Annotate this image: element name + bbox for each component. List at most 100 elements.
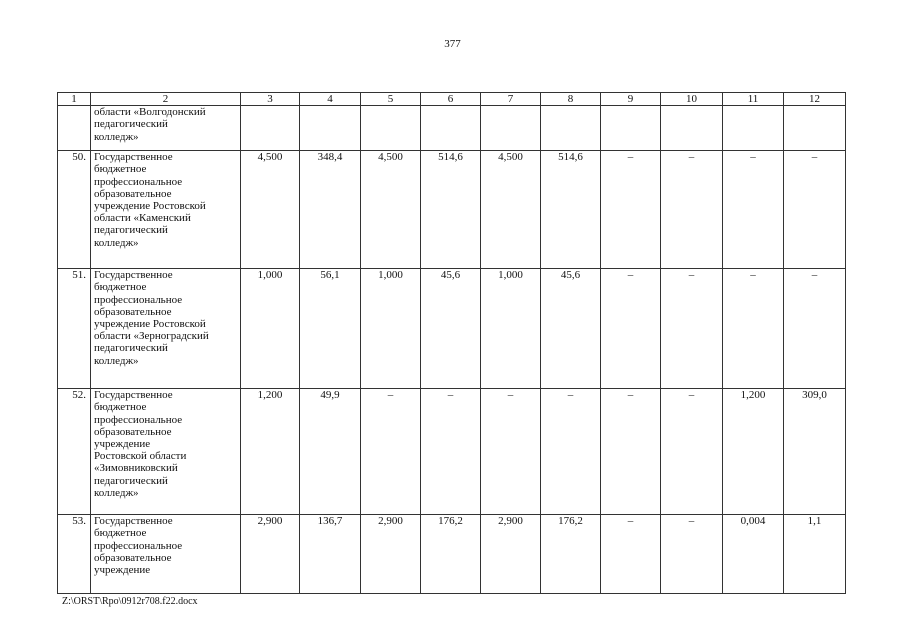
value-cell: 1,1 — [783, 514, 846, 595]
name-line: профессиональное — [94, 175, 183, 188]
value-cell: 514,6 — [540, 150, 601, 270]
value-cell: – — [783, 150, 846, 270]
name-line: колледж» — [94, 236, 139, 249]
name-line: бюджетное — [94, 281, 147, 294]
name-line: «Зимовниковский — [94, 462, 178, 475]
value-cell — [600, 105, 661, 152]
value-cell: 4,500 — [480, 150, 541, 270]
name-line: колледж» — [94, 354, 139, 367]
page-number: 377 — [444, 38, 461, 50]
name-line: колледж» — [94, 486, 139, 499]
value-cell: 1,000 — [240, 268, 300, 390]
column-header: 10 — [660, 91, 723, 107]
value-cell — [540, 105, 601, 152]
column-header: 1 — [57, 91, 91, 107]
column-header: 11 — [722, 91, 784, 107]
value-cell: – — [600, 514, 661, 595]
value-cell: 1,200 — [722, 388, 784, 516]
column-header: 5 — [360, 91, 421, 107]
value-cell: – — [660, 388, 723, 516]
column-header: 8 — [540, 91, 601, 107]
value-cell: – — [722, 150, 784, 270]
value-cell: 56,1 — [299, 268, 361, 390]
name-line: области «Волгодонский — [94, 106, 206, 119]
name-line: образовательное — [94, 551, 172, 564]
value-cell: 176,2 — [420, 514, 481, 595]
file-path-footer: Z:\ORST\Rpo\0912r708.f22.docx — [62, 596, 198, 607]
institution-name: Государственное бюджетное профессиональное… — [90, 388, 241, 516]
value-cell: – — [660, 268, 723, 390]
value-cell — [360, 105, 421, 152]
value-cell — [299, 105, 361, 152]
value-cell: 4,500 — [240, 150, 300, 270]
column-header: 4 — [299, 91, 361, 107]
row-number: 52. — [57, 388, 91, 516]
name-line: бюджетное — [94, 163, 147, 176]
name-line: учреждение Ростовской — [94, 200, 206, 213]
column-header: 7 — [480, 91, 541, 107]
value-cell — [420, 105, 481, 152]
row-number: 50. — [57, 150, 91, 270]
column-header: 6 — [420, 91, 481, 107]
name-line: образовательное — [94, 425, 172, 438]
value-cell: 1,000 — [360, 268, 421, 390]
budget-table: 1 2 3 4 5 6 7 8 9 10 11 12 области «Волгодонский педа… — [57, 91, 846, 595]
value-cell: – — [600, 150, 661, 270]
name-line: педагогический — [94, 474, 168, 487]
value-cell: 514,6 — [420, 150, 481, 270]
table-row: 52. Государственное бюджетное профессиональ… — [57, 388, 846, 516]
value-cell: – — [722, 268, 784, 390]
value-cell: – — [660, 514, 723, 595]
name-line: колледж» — [94, 130, 139, 143]
name-line: учреждение — [94, 438, 151, 451]
name-line: педагогический — [94, 118, 168, 131]
value-cell: – — [600, 268, 661, 390]
name-line: бюджетное — [94, 401, 147, 414]
column-header: 12 — [783, 91, 846, 107]
institution-name: Государственное бюджетное профессиональное… — [90, 268, 241, 390]
name-line: учреждение Ростовской — [94, 318, 206, 331]
value-cell — [480, 105, 541, 152]
name-line: учреждение — [94, 564, 151, 577]
value-cell: – — [783, 268, 846, 390]
table-row: 53. Государственное бюджетное профессиональ… — [57, 514, 846, 595]
value-cell: 1,000 — [480, 268, 541, 390]
name-line: Государственное — [94, 389, 173, 402]
value-cell — [660, 105, 723, 152]
name-line: профессиональное — [94, 539, 183, 552]
name-line: образовательное — [94, 305, 172, 318]
row-number — [57, 105, 91, 152]
value-cell — [783, 105, 846, 152]
name-line: образовательное — [94, 187, 172, 200]
name-line: Государственное — [94, 515, 173, 528]
value-cell: – — [540, 388, 601, 516]
value-cell: 4,500 — [360, 150, 421, 270]
table-row: 51. Государственное бюджетное профессиональ… — [57, 268, 846, 390]
name-line: области «Каменский — [94, 212, 191, 225]
name-line: Государственное — [94, 269, 173, 282]
name-line: Ростовской области — [94, 450, 187, 463]
value-cell: 45,6 — [420, 268, 481, 390]
name-line: профессиональное — [94, 413, 183, 426]
value-cell: 0,004 — [722, 514, 784, 595]
name-line: области «Зерноградский — [94, 330, 209, 343]
value-cell: 1,200 — [240, 388, 300, 516]
value-cell: – — [420, 388, 481, 516]
value-cell: – — [360, 388, 421, 516]
value-cell — [722, 105, 784, 152]
name-line: педагогический — [94, 224, 168, 237]
institution-name: Государственное бюджетное профессиональное… — [90, 514, 241, 595]
value-cell: 348,4 — [299, 150, 361, 270]
value-cell: 49,9 — [299, 388, 361, 516]
value-cell: 2,900 — [480, 514, 541, 595]
value-cell: 2,900 — [360, 514, 421, 595]
value-cell: – — [660, 150, 723, 270]
row-number: 53. — [57, 514, 91, 595]
value-cell — [240, 105, 300, 152]
table-row: 50. Государственное бюджетное профессиональ… — [57, 150, 846, 270]
value-cell: – — [480, 388, 541, 516]
row-number: 51. — [57, 268, 91, 390]
value-cell: 136,7 — [299, 514, 361, 595]
name-line: Государственное — [94, 151, 173, 164]
table-row: области «Волгодонский педагогический колле… — [57, 105, 846, 152]
